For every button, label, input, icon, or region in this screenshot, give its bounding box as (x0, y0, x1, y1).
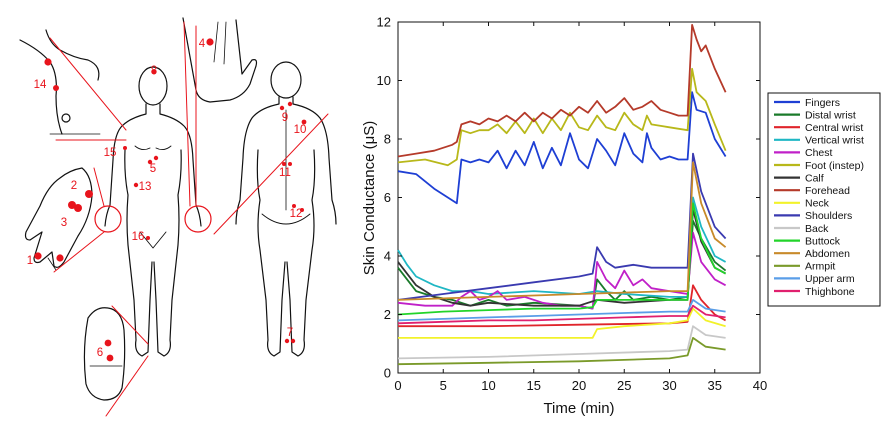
body-map-illustration (19, 17, 337, 417)
series-line-buttock (397, 202, 727, 316)
legend-label-thighbone: Thighbone (805, 286, 855, 298)
inset-foot (83, 307, 126, 401)
legend-label-buttock: Buttock (805, 235, 841, 247)
x-tick-label: 40 (753, 378, 767, 393)
series-layer (397, 24, 727, 366)
site-label-3: 3 (61, 217, 67, 229)
y-tick-label: 4 (384, 249, 391, 264)
legend-label-chest: Chest (805, 147, 833, 159)
series-line-chest (397, 231, 727, 310)
site-label-15: 15 (104, 147, 117, 159)
series-line-fingers (397, 91, 727, 205)
site-label-6: 6 (97, 347, 103, 359)
series-line-armpit (397, 337, 726, 366)
site-label-8: 8 (151, 65, 157, 77)
site-label-7: 7 (287, 327, 293, 339)
tick-layer: 0 5 10 15 20 25 30 35 40 0 2 4 6 8 10 12 (377, 15, 768, 394)
y-tick-label: 0 (384, 366, 391, 381)
site-label-2: 2 (71, 180, 77, 192)
series-line-back (397, 325, 726, 360)
series-line-upper-arm (397, 299, 726, 322)
x-tick-label: 20 (572, 378, 586, 393)
legend-label-vertical-wrist: Vertical wrist (805, 135, 864, 147)
series-line-thighbone (397, 304, 726, 325)
x-tick-label: 15 (527, 378, 541, 393)
x-tick-label: 30 (662, 378, 676, 393)
x-tick-label: 5 (440, 378, 447, 393)
site-label-1: 1 (27, 255, 33, 267)
site-label-12: 12 (290, 208, 303, 220)
x-tick-label: 35 (708, 378, 722, 393)
back-body-figure (235, 61, 337, 357)
inset-armpit (19, 29, 101, 135)
series-line-shoulders (397, 152, 727, 301)
x-axis-label: Time (min) (543, 400, 614, 417)
y-tick-label: 2 (384, 307, 391, 322)
x-tick-label: 0 (394, 378, 401, 393)
site-label-9: 9 (282, 112, 288, 124)
legend-box (767, 92, 881, 307)
legend-label-shoulders: Shoulders (805, 210, 852, 222)
site-label-4: 4 (199, 38, 206, 50)
legend-label-forehead: Forehead (805, 185, 850, 197)
y-tick-label: 12 (377, 15, 391, 30)
site-label-10: 10 (294, 124, 307, 136)
y-axis-label: Skin Conductance (μS) (361, 121, 378, 276)
series-line-neck (398, 307, 726, 339)
front-body-figure (104, 66, 202, 357)
legend-label-back: Back (805, 223, 829, 235)
legend-label-neck: Neck (805, 198, 830, 210)
legend-label-upper-arm: Upper arm (805, 273, 855, 285)
skin-conductance-chart: 0 5 10 15 20 25 30 35 40 0 2 4 6 8 10 12 Time (min) Ski… (361, 15, 881, 417)
series-line-foot-instep (397, 67, 727, 167)
site-markers (34, 38, 307, 362)
legend-label-foot-instep: Foot (instep) (805, 160, 864, 172)
series-line-forehead (397, 24, 727, 158)
inset-hand-left (24, 167, 93, 271)
legend-label-central-wrist: Central wrist (805, 122, 863, 134)
legend-label-calf: Calf (805, 172, 824, 184)
x-tick-label: 10 (481, 378, 495, 393)
legend-label-abdomen: Abdomen (805, 248, 850, 260)
y-tick-label: 6 (384, 190, 391, 205)
site-label-14: 14 (34, 79, 47, 91)
site-label-5: 5 (150, 163, 156, 175)
x-tick-label: 25 (617, 378, 631, 393)
y-tick-label: 8 (384, 132, 391, 147)
series-line-abdomen (397, 161, 727, 301)
inset-hand-top (182, 17, 258, 103)
site-label-13: 13 (139, 181, 152, 193)
legend-label-fingers: Fingers (805, 97, 840, 109)
site-labels: 1 2 3 4 5 6 7 8 9 10 11 12 13 14 15 16 (27, 38, 307, 359)
legend-label-armpit: Armpit (805, 261, 835, 273)
y-tick-label: 10 (377, 73, 391, 88)
legend-label-distal-wrist: Distal wrist (805, 109, 856, 121)
site-label-16: 16 (132, 231, 145, 243)
site-label-11: 11 (279, 167, 291, 179)
series-line-calf (397, 208, 727, 307)
